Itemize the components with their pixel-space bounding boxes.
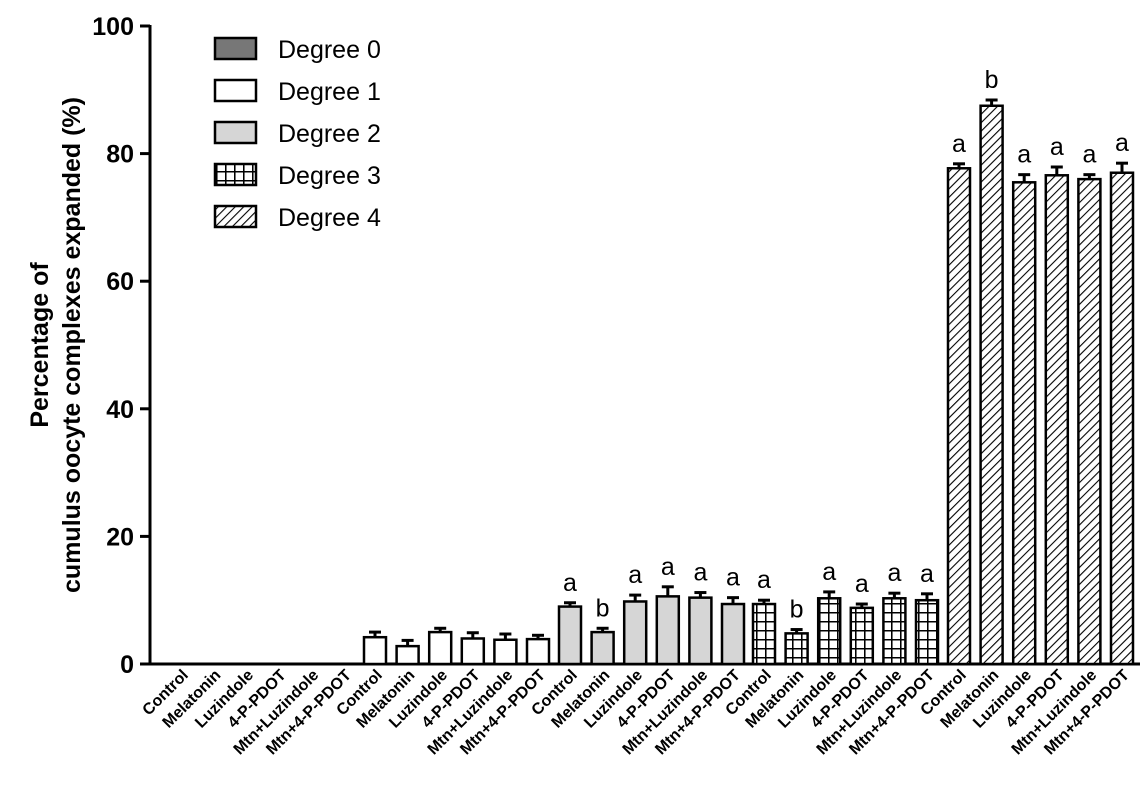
- significance-label: b: [985, 66, 999, 94]
- y-tick-label: 80: [106, 141, 134, 169]
- bar: [1109, 171, 1135, 666]
- bar: [525, 637, 551, 666]
- y-axis-label-line-1: Percentage of: [26, 262, 54, 428]
- significance-label: a: [1017, 141, 1031, 169]
- bar: [1011, 181, 1037, 666]
- bar: [557, 605, 583, 666]
- significance-label: a: [726, 564, 740, 592]
- bar: [427, 630, 453, 666]
- bar: [655, 595, 681, 666]
- x-tick-labels: ControlMelatoninLuzindole4-P-PDOTMtn+Luz…: [140, 667, 1133, 759]
- legend-swatch: [213, 204, 258, 229]
- y-tick-label: 100: [92, 13, 134, 41]
- legend-label: Degree 2: [278, 120, 381, 148]
- y-axis-label: Percentage of cumulus oocyte complexes e…: [26, 97, 86, 593]
- bar: [882, 597, 907, 666]
- significance-label: a: [757, 566, 771, 594]
- bar: [849, 606, 875, 666]
- bar: [622, 600, 648, 666]
- bar: [460, 637, 486, 666]
- bar: [590, 630, 615, 666]
- bars: [362, 98, 1135, 666]
- significance-label: b: [790, 596, 804, 624]
- y-tick-label: 20: [106, 523, 134, 551]
- bar: [688, 596, 713, 666]
- bar: [1077, 177, 1102, 666]
- significance-label: a: [887, 559, 901, 587]
- legend-swatch: [213, 78, 258, 103]
- legend-label: Degree 4: [278, 204, 381, 232]
- legend-swatch: [213, 120, 258, 145]
- bar: [914, 598, 940, 666]
- legend-swatch: [213, 162, 258, 187]
- bar: [784, 632, 809, 666]
- y-ticks: 0 20 40 60 80 100: [92, 13, 150, 679]
- significance-label: a: [1050, 133, 1064, 161]
- bar: [816, 597, 842, 666]
- y-tick-label: 40: [106, 396, 134, 424]
- significance-label: b: [596, 594, 610, 622]
- significance-label: a: [855, 570, 869, 598]
- legend-label: Degree 3: [278, 162, 381, 190]
- significance-label: a: [661, 553, 675, 581]
- significance-label: a: [952, 130, 966, 158]
- significance-label: a: [628, 561, 642, 589]
- bar: [946, 167, 972, 666]
- bar: [751, 602, 777, 666]
- bar: [362, 635, 388, 666]
- y-tick-label: 0: [120, 651, 134, 679]
- significance-label: a: [693, 559, 707, 587]
- y-axis-label-line-2: cumulus oocyte complexes expanded (%): [58, 97, 86, 593]
- legend-label: Degree 0: [278, 36, 381, 64]
- bar: [720, 602, 746, 666]
- bar: [979, 104, 1004, 666]
- significance-label: a: [1115, 129, 1129, 157]
- legend-label: Degree 1: [278, 78, 381, 106]
- bar: [1044, 174, 1070, 666]
- legend: Degree 0 Degree 1 Degree 2 Degree 3 Degree 4: [213, 36, 381, 232]
- significance-label: a: [822, 558, 836, 586]
- significance-label: a: [563, 569, 577, 597]
- y-tick-label: 60: [106, 268, 134, 296]
- legend-swatch: [213, 36, 258, 61]
- significance-label: a: [920, 560, 934, 588]
- bar: [493, 638, 518, 666]
- significance-label: a: [1082, 141, 1096, 169]
- bar: [395, 644, 420, 666]
